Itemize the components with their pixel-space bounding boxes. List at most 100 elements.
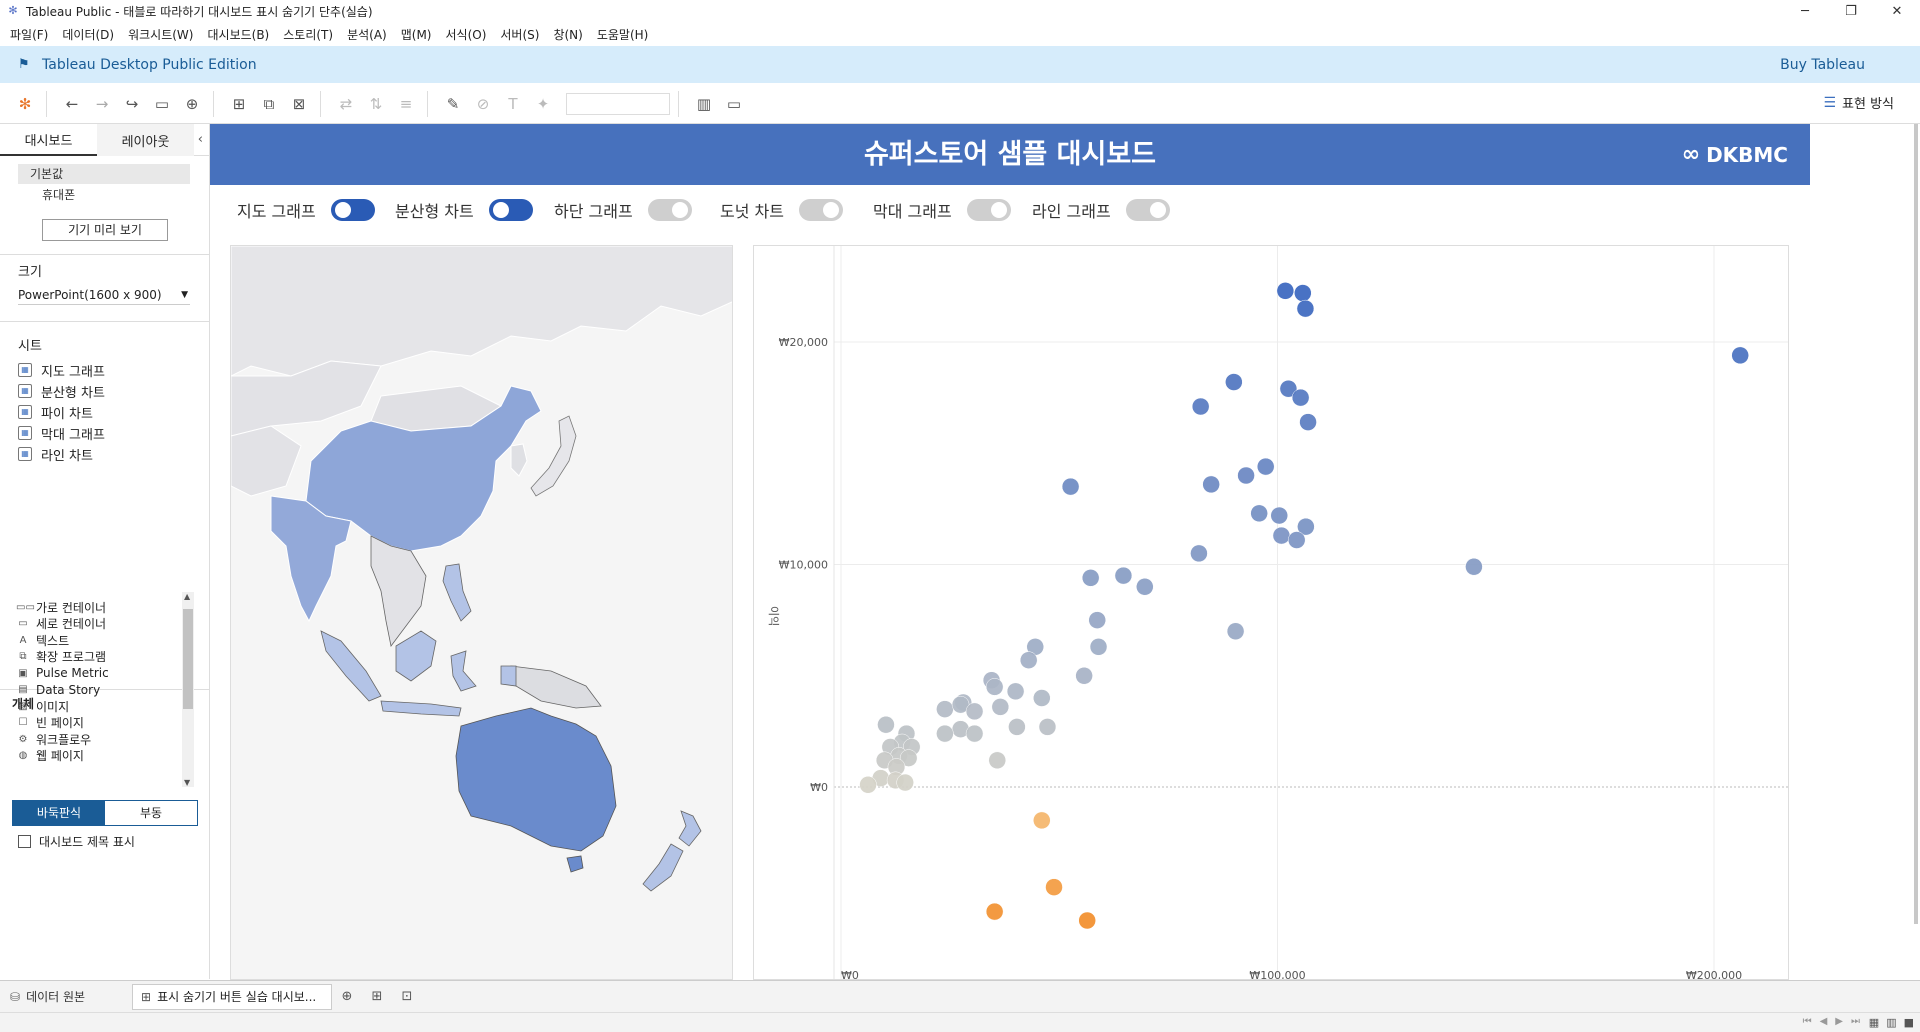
menu-window[interactable]: 창(N) [553, 27, 583, 42]
device-default[interactable]: 기본값 [18, 164, 190, 184]
minimize-button[interactable]: ─ [1801, 3, 1809, 19]
scatter-point[interactable] [936, 700, 954, 718]
tab-layout[interactable]: 레이아웃 [97, 124, 194, 156]
undo-icon[interactable]: ← [65, 94, 79, 113]
tabs-view-icon[interactable]: ■ [1903, 1016, 1914, 1029]
object-item[interactable]: ⧉ 확장 프로그램 [16, 647, 106, 667]
objects-scrollbar[interactable]: ▲ ▼ [182, 592, 194, 787]
scatter-point[interactable] [1008, 718, 1026, 736]
tableau-home-icon[interactable]: ✻ [18, 94, 32, 113]
collapse-pane-icon[interactable]: ‹ [197, 132, 203, 147]
toggle-switch[interactable] [1125, 199, 1170, 221]
scatter-point[interactable] [936, 724, 954, 743]
menu-file[interactable]: 파일(F) [10, 27, 49, 42]
scatter-point[interactable] [985, 902, 1004, 921]
scatter-point[interactable] [1191, 397, 1210, 416]
object-item[interactable]: ▨ 이미지 [16, 696, 69, 716]
previous-sheet-icon[interactable]: ◀ [1819, 1016, 1828, 1027]
toggle-switch[interactable] [330, 199, 375, 221]
scatter-point[interactable] [965, 724, 984, 743]
scatter-point[interactable] [896, 773, 914, 792]
scatter-point[interactable] [1045, 878, 1063, 896]
sort-descending-icon[interactable]: ≡ [399, 94, 413, 113]
scatter-point[interactable] [1272, 526, 1291, 545]
scatter-point[interactable] [1270, 506, 1288, 525]
redo-icon[interactable]: → [95, 94, 109, 113]
fix-axes-icon[interactable]: ✦ [536, 94, 550, 113]
menu-dashboard[interactable]: 대시보드(B) [207, 27, 270, 42]
scatter-point[interactable] [965, 702, 984, 721]
tiled-button[interactable]: 바둑판식 [13, 801, 105, 825]
data-source-tab[interactable]: ⛁ 데이터 원본 [10, 988, 128, 1005]
scatter-chart[interactable]: ₩0 ₩100,000 ₩200,000 ₩0 ₩10,000 ₩20,000 이익 [753, 245, 1789, 980]
toggle-switch[interactable] [647, 199, 692, 221]
toggle-switch[interactable] [798, 199, 843, 221]
menu-map[interactable]: 맵(M) [400, 27, 432, 42]
floating-button[interactable]: 부동 [105, 801, 197, 825]
scatter-point[interactable] [1114, 566, 1133, 585]
menu-data[interactable]: 데이터(D) [62, 27, 115, 42]
scatter-point[interactable] [1296, 299, 1315, 318]
menu-format[interactable]: 서식(O) [445, 27, 487, 42]
menu-worksheet[interactable]: 워크시트(W) [128, 27, 194, 42]
scatter-point[interactable] [1250, 504, 1268, 523]
scroll-thumb[interactable] [183, 609, 193, 709]
next-sheet-icon[interactable]: ▶ [1835, 1016, 1843, 1027]
scatter-point[interactable] [1279, 379, 1298, 398]
replay-icon[interactable]: ↪ [125, 94, 139, 113]
presentation-mode-icon[interactable]: ▭ [726, 94, 742, 113]
scroll-down-icon[interactable]: ▼ [184, 778, 191, 787]
menu-analysis[interactable]: 분석(A) [347, 27, 387, 42]
dashboard-tab[interactable]: ⊞ 표시 숨기기 버튼 실습 대시보... [132, 983, 332, 1010]
sheet-item[interactable]: ▦ 지도 그래프 [18, 360, 105, 380]
menu-help[interactable]: 도움말(H) [596, 27, 649, 42]
last-sheet-icon[interactable]: ⏭ [1851, 1016, 1860, 1027]
scatter-point[interactable] [1237, 466, 1255, 485]
scroll-thumb[interactable] [1914, 124, 1918, 924]
filmstrip-icon[interactable]: ▥ [1886, 1016, 1897, 1029]
scatter-point[interactable] [1731, 346, 1749, 365]
sort-ascending-icon[interactable]: ⇅ [369, 94, 383, 113]
scatter-point[interactable] [1202, 475, 1220, 494]
scatter-point[interactable] [988, 751, 1007, 770]
buy-tableau-link[interactable]: Buy Tableau [1780, 56, 1865, 73]
scatter-point[interactable] [1038, 718, 1057, 736]
new-data-source-icon[interactable]: ⊕ [185, 94, 199, 113]
highlight-icon[interactable]: ✎ [446, 94, 460, 113]
scatter-point[interactable] [1019, 651, 1038, 669]
swap-icon[interactable]: ⇄ [339, 94, 353, 113]
tab-dashboard[interactable]: 대시보드 [0, 124, 97, 156]
size-dropdown[interactable]: PowerPoint(1600 x 900) ▼ [18, 285, 190, 305]
toggle-switch[interactable] [488, 199, 533, 221]
scatter-point[interactable] [985, 678, 1004, 696]
menu-server[interactable]: 서버(S) [500, 27, 540, 42]
scatter-point[interactable] [1256, 457, 1275, 476]
show-me-button[interactable]: ☰ 표현 방식 [1823, 93, 1894, 113]
sheet-sorter-icon[interactable]: ▦ [1868, 1016, 1880, 1029]
scatter-point[interactable] [1287, 531, 1306, 549]
device-preview-button[interactable]: 기기 미리 보기 [42, 219, 168, 241]
scatter-point[interactable] [1190, 544, 1208, 563]
scatter-point[interactable] [1276, 282, 1295, 300]
scatter-point[interactable] [1006, 682, 1025, 701]
scatter-point[interactable] [1078, 911, 1096, 930]
scatter-point[interactable] [1297, 517, 1315, 536]
save-icon[interactable]: ▭ [154, 94, 170, 113]
scatter-point[interactable] [877, 715, 895, 734]
new-story-icon[interactable]: ⊡ [401, 989, 413, 1004]
sheet-item[interactable]: ▦ 막대 그래프 [18, 423, 105, 443]
close-button[interactable]: ✕ [1891, 3, 1903, 19]
new-dashboard-icon[interactable]: ⊞ [371, 989, 383, 1004]
object-item[interactable]: ◍ 웹 페이지 [16, 746, 84, 766]
scatter-point[interactable] [1465, 557, 1483, 576]
object-item[interactable]: ▭▭ 가로 컨테이너 [16, 597, 106, 617]
new-worksheet-icon[interactable]: ⊞ [232, 94, 246, 113]
scatter-point[interactable] [1075, 667, 1093, 685]
duplicate-icon[interactable]: ⧉ [263, 94, 275, 113]
map-chart[interactable] [230, 245, 733, 980]
menu-story[interactable]: 스토리(T) [283, 27, 334, 42]
scatter-point[interactable] [1088, 611, 1106, 629]
scatter-point[interactable] [1226, 622, 1245, 640]
scatter-point[interactable] [1291, 388, 1310, 407]
scatter-point[interactable] [1081, 569, 1100, 587]
